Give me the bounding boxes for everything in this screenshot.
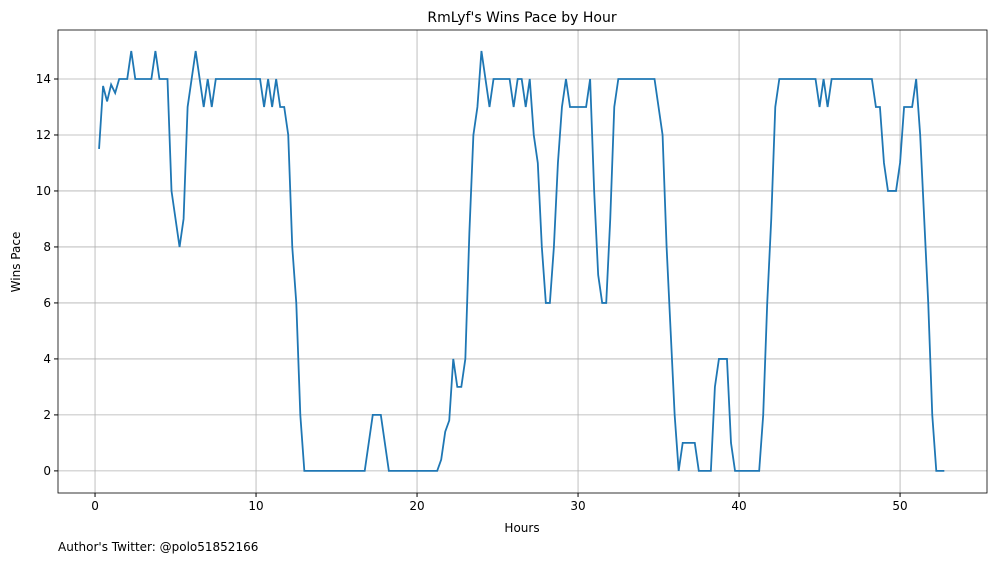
- x-axis-label: Hours: [504, 521, 539, 535]
- line: [98, 50, 945, 472]
- y-tick-label: 4: [43, 352, 51, 366]
- chart-title: RmLyf's Wins Pace by Hour: [427, 10, 616, 26]
- y-tick-label: 10: [36, 184, 51, 198]
- y-tick-label: 12: [36, 128, 51, 142]
- y-tick-label: 8: [43, 240, 51, 254]
- plot-frame: [57, 29, 988, 494]
- y-tick-label: 0: [43, 464, 51, 478]
- y-tick-label: 2: [43, 408, 51, 422]
- y-axis-label: Wins Pace: [9, 232, 23, 293]
- x-tick-label: 40: [731, 499, 746, 513]
- x-tick-label: 20: [409, 499, 424, 513]
- x-tick-label: 30: [570, 499, 585, 513]
- x-tick-label: 10: [248, 499, 263, 513]
- y-tick-label: 6: [43, 296, 51, 310]
- x-tick-label: 50: [892, 499, 907, 513]
- footnote: Author's Twitter: @polo51852166: [58, 540, 258, 554]
- x-tick-label: 0: [91, 499, 99, 513]
- y-tick-label: 14: [36, 72, 51, 86]
